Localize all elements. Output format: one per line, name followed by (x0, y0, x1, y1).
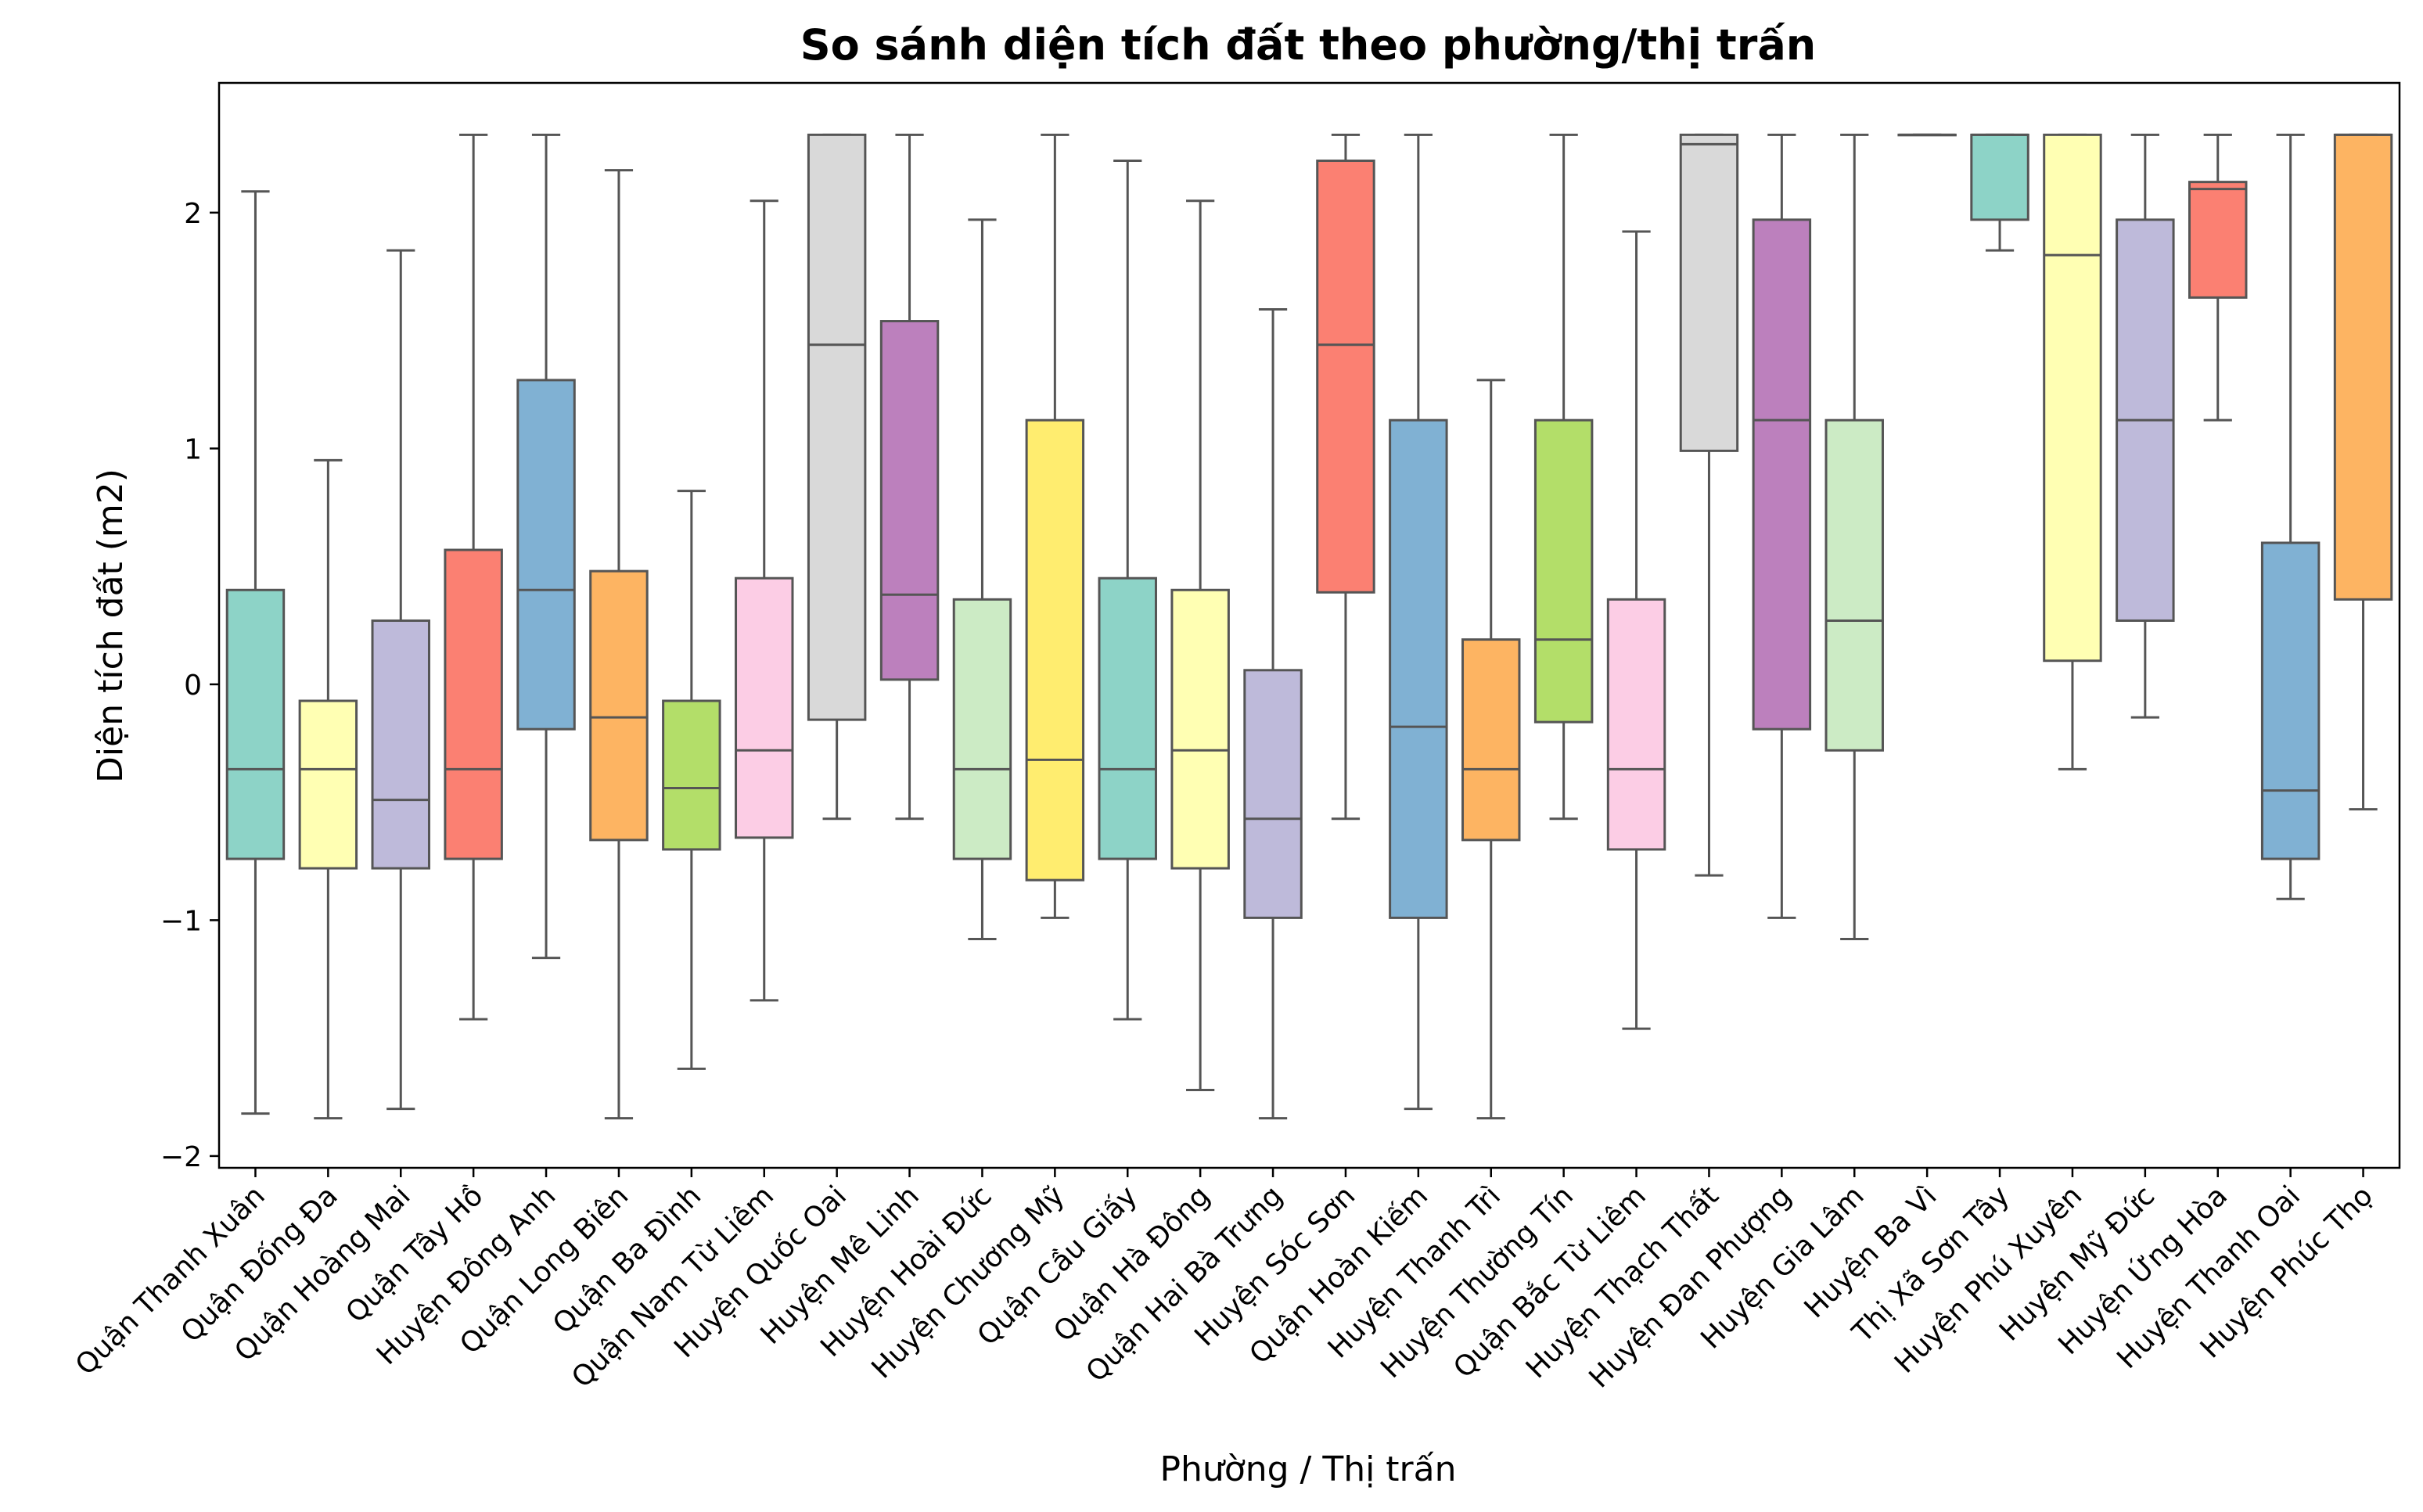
iqr-box (1461, 638, 1521, 842)
box-6 (589, 169, 649, 1120)
y-axis: −2 −1 0 1 2 (160, 198, 219, 1173)
box-28 (2188, 133, 2248, 422)
box-5 (516, 133, 576, 960)
box-7 (662, 490, 721, 1070)
box-21 (1679, 133, 1739, 877)
box-19 (1533, 133, 1594, 821)
box-30 (2333, 133, 2393, 811)
box-10 (879, 133, 940, 821)
y-axis-label: Diện tích đất (m2) (91, 469, 131, 783)
box-17 (1389, 133, 1448, 1111)
box-4 (444, 133, 503, 1021)
iqr-box (589, 569, 649, 842)
box-9 (807, 133, 867, 821)
y-tick-label: 2 (184, 198, 202, 230)
plot-area (225, 133, 2393, 1120)
box-15 (1243, 307, 1303, 1120)
iqr-box (225, 588, 286, 860)
y-tick-label: 0 (184, 670, 202, 702)
y-tick-label: −2 (160, 1141, 202, 1173)
iqr-box (952, 598, 1012, 860)
iqr-box (1970, 133, 2029, 221)
box-2 (298, 458, 358, 1120)
iqr-box (1243, 669, 1303, 919)
box-25 (1970, 133, 2029, 252)
box-14 (1170, 199, 1230, 1091)
y-tick-label: −1 (160, 905, 202, 937)
iqr-box (1679, 133, 1739, 452)
box-16 (1316, 133, 1375, 821)
box-13 (1098, 160, 1157, 1021)
iqr-box (662, 699, 721, 851)
box-3 (371, 249, 430, 1111)
iqr-box (1389, 418, 1448, 919)
box-26 (2043, 133, 2102, 770)
iqr-box (1533, 418, 1594, 724)
box-20 (1606, 230, 1666, 1030)
box-23 (1824, 133, 1884, 941)
iqr-box (735, 576, 794, 839)
iqr-box (1752, 218, 1812, 731)
iqr-box (2333, 133, 2393, 601)
box-27 (2116, 133, 2175, 719)
iqr-box (298, 699, 358, 870)
iqr-box (807, 133, 867, 721)
iqr-box (1025, 418, 1085, 882)
iqr-box (1606, 598, 1666, 851)
iqr-box (1098, 576, 1157, 860)
iqr-box (516, 379, 576, 731)
iqr-box (2260, 541, 2321, 860)
iqr-box (2188, 181, 2248, 299)
iqr-box (1316, 160, 1375, 594)
box-8 (735, 199, 794, 1002)
axes-frame (217, 81, 2401, 1169)
iqr-box (444, 548, 503, 860)
box-1 (225, 190, 286, 1115)
box-22 (1752, 133, 1812, 919)
iqr-box (1170, 588, 1230, 870)
iqr-box (371, 619, 430, 870)
box-12 (1025, 133, 1085, 919)
iqr-box (879, 320, 940, 681)
chart-title: So sánh diện tích đất theo phường/thị tr… (800, 20, 1817, 70)
iqr-box (1824, 418, 1884, 752)
x-axis-label: Phường / Thị trấn (1159, 1449, 1456, 1489)
box-11 (952, 218, 1012, 941)
y-tick-label: 1 (184, 433, 202, 465)
iqr-box (2043, 133, 2102, 663)
box-18 (1461, 379, 1521, 1120)
box-29 (2260, 133, 2321, 900)
